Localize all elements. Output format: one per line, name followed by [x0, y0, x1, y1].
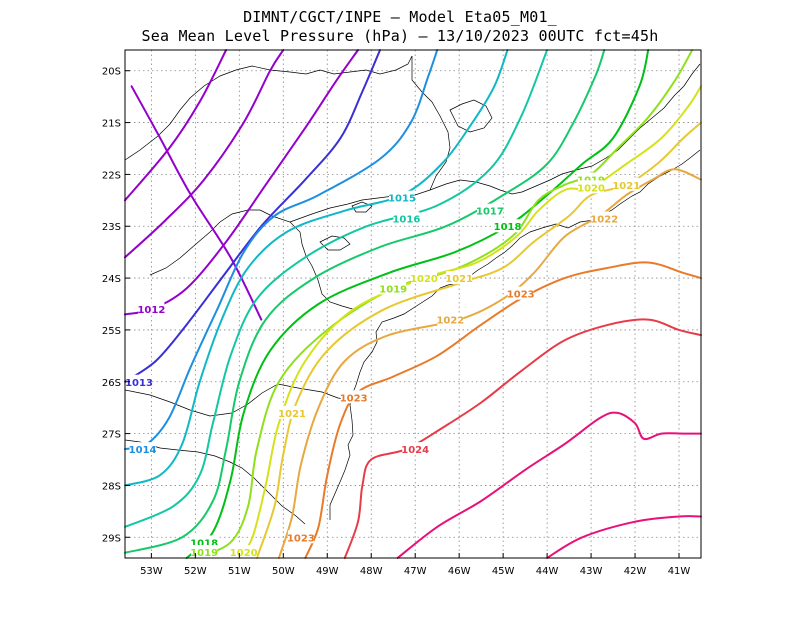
isobar-label-1016: 1016	[392, 214, 420, 225]
state-border	[260, 210, 356, 310]
isobar-1018	[187, 50, 649, 558]
state-border	[412, 56, 450, 190]
y-tick-label: 25S	[102, 326, 121, 337]
reservoir	[320, 236, 350, 250]
x-tick-label: 43W	[580, 566, 603, 577]
x-tick-label: 51W	[228, 566, 251, 577]
isobar-label-1022: 1022	[590, 214, 618, 225]
isobar-1020	[239, 86, 701, 558]
plot-frame	[125, 50, 701, 558]
isobar-1015	[125, 50, 508, 485]
x-tick-label: 45W	[492, 566, 515, 577]
isobar-label-1014: 1014	[129, 445, 157, 456]
pressure-isobars	[125, 50, 701, 558]
isobar-label-1015: 1015	[388, 194, 416, 205]
isobar-label-1019: 1019	[190, 548, 218, 559]
y-tick-label: 28S	[102, 481, 121, 492]
isobar-label-1021: 1021	[445, 274, 473, 285]
x-tick-label: 46W	[448, 566, 471, 577]
reservoir	[450, 100, 492, 132]
isobar-1012	[125, 50, 226, 200]
y-axis: 20S 21S 22S 23S 24S 25S 26S 27S 28S 29S	[102, 67, 130, 545]
isobar-label-1020: 1020	[410, 274, 438, 285]
y-tick-label: 27S	[102, 430, 121, 441]
isobar-label-1019: 1019	[379, 284, 407, 295]
isobar-1022	[279, 169, 701, 558]
isobar-label-1017: 1017	[476, 207, 504, 218]
x-tick-label: 44W	[536, 566, 559, 577]
isobar-label-1023: 1023	[340, 393, 368, 404]
isobar-label-1022: 1022	[436, 316, 464, 327]
isobar-label-1012: 1012	[137, 305, 165, 316]
x-tick-label: 41W	[668, 566, 691, 577]
isobar-1013	[125, 50, 380, 382]
x-tick-label: 42W	[624, 566, 647, 577]
isobar-label-1021: 1021	[278, 409, 306, 420]
isobar-label-1023: 1023	[287, 533, 315, 544]
isobar-labels: 1012101310141015101610171018101810191019…	[125, 173, 640, 559]
isobar-label-1018: 1018	[494, 222, 522, 233]
grid-lines	[125, 50, 701, 558]
isobar-label-1013: 1013	[125, 378, 153, 389]
x-tick-label: 52W	[184, 566, 207, 577]
coastline	[330, 150, 700, 520]
y-tick-label: 20S	[102, 67, 121, 78]
isobar-label-1024: 1024	[401, 445, 429, 456]
x-axis: 53W 52W 51W 50W 49W 48W 47W 46W 45W 44W 43W 42W 41W	[140, 553, 690, 577]
x-tick-label: 50W	[272, 566, 295, 577]
pressure-contour-chart: 1012101310141015101610171018101810191019…	[0, 0, 800, 618]
isobar-1012	[125, 50, 358, 314]
x-tick-label: 49W	[316, 566, 339, 577]
isobar-label-1021: 1021	[612, 181, 640, 192]
isobar-1019	[195, 50, 692, 558]
y-tick-label: 23S	[102, 222, 121, 233]
y-tick-label: 26S	[102, 378, 121, 389]
isobar-1025	[547, 516, 701, 558]
isobar-label-1023: 1023	[507, 290, 535, 301]
x-tick-label: 48W	[360, 566, 383, 577]
y-tick-label: 21S	[102, 119, 121, 130]
x-tick-label: 47W	[404, 566, 427, 577]
y-tick-label: 22S	[102, 170, 121, 181]
isobar-label-1020: 1020	[230, 548, 258, 559]
isobar-1014	[125, 50, 437, 449]
y-tick-label: 24S	[102, 274, 121, 285]
x-tick-label: 53W	[140, 566, 163, 577]
y-tick-label: 29S	[102, 533, 121, 544]
isobar-label-1020: 1020	[577, 183, 605, 194]
